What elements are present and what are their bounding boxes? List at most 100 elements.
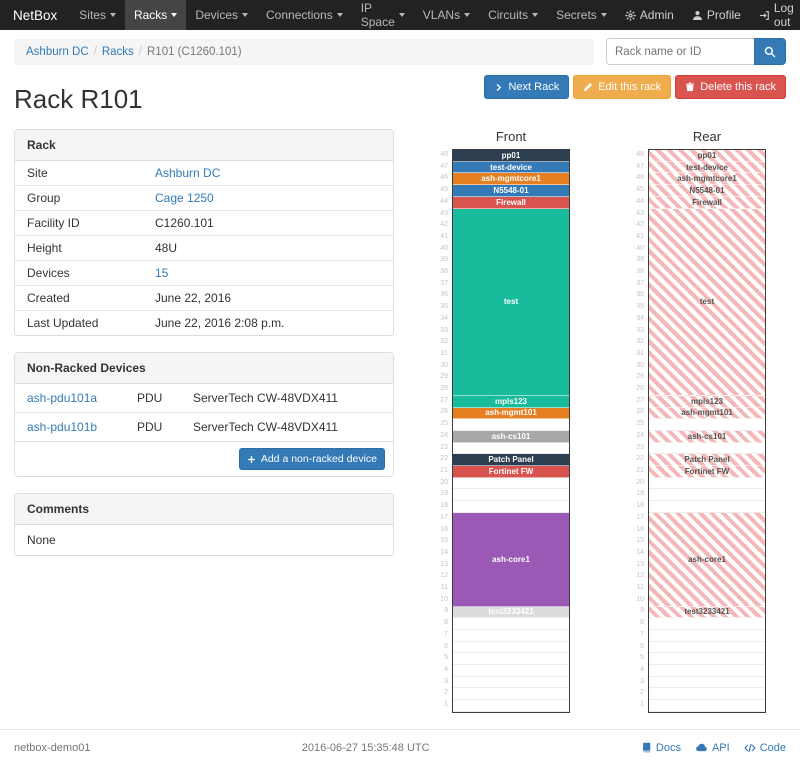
delete-this-rack-button[interactable]: Delete this rack [675,75,786,99]
footer-link-code[interactable]: Code [744,741,786,754]
rack-device-ash-core1[interactable]: ash-core1 [453,512,569,607]
unit-number: 15 [636,537,644,545]
nav-item-label: IP Space [360,1,395,29]
plus-icon [247,455,256,464]
breadcrumb-item[interactable]: Racks [101,45,134,58]
rack-device-test3233421-rear[interactable]: test3233421 [649,606,765,619]
device-label: pp01 [501,150,521,160]
device-label: Firewall [692,197,722,207]
nav-item-circuits[interactable]: Circuits [479,0,547,30]
device-label: Fortinet FW [684,466,730,476]
rack-unit [649,688,765,701]
nav-item-label: VLANs [422,8,461,22]
device-label: test-device [490,162,532,172]
unit-number: 36 [440,291,448,299]
rack-unit [453,653,569,665]
caret-down-icon [464,13,471,17]
rack-device-ash-mgmt101-rear[interactable]: ash-mgmt101 [649,407,765,420]
rack-unit [649,642,765,654]
rack-device-ash-mgmt101[interactable]: ash-mgmt101 [453,407,569,420]
footer-link-label: Docs [655,741,681,754]
rack-panel-title: Rack [15,130,393,161]
rack-device-patch-panel-rear[interactable]: Patch Panel [649,454,765,467]
rack-device-mpls123-rear[interactable]: mpls123 [649,395,765,408]
unit-number: 29 [440,373,448,381]
rack-device-n5548-01[interactable]: N5548-01 [453,185,569,197]
rack-unit [649,665,765,677]
unit-number: 25 [636,420,644,428]
rack-device-test-rear[interactable]: test [649,208,765,396]
attr-value: June 22, 2016 [155,291,232,305]
nav-item-admin[interactable]: Admin [616,0,683,30]
attr-value[interactable]: Cage 1250 [155,191,214,205]
unit-number: 37 [636,279,644,287]
rack-unit [453,700,569,712]
attr-value[interactable]: Ashburn DC [155,166,221,180]
next-rack-button[interactable]: Next Rack [484,75,570,99]
rack-device-firewall[interactable]: Firewall [453,196,569,209]
rack-device-test[interactable]: test [453,208,569,396]
book-icon [641,742,652,753]
nav-item-secrets[interactable]: Secrets [547,0,616,30]
rear-unit-numbers: 48 47 46 45 44 43 42 41 40 39 38 37 36 35 34 33 32 31 30 29… [632,149,648,713]
unit-number: 14 [440,548,448,556]
search-button[interactable] [754,38,786,65]
footer-timestamp: 2016-06-27 15:35:48 UTC [301,741,430,754]
footer-links: Docs API Code [641,741,786,754]
rack-device-ash-core1-rear[interactable]: ash-core1 [649,512,765,607]
unit-number: 29 [636,373,644,381]
edit-this-rack-button[interactable]: Edit this rack [573,75,672,99]
nav-item-ip-space[interactable]: IP Space [352,0,414,30]
rack-device-ash-cs101[interactable]: ash-cs101 [453,431,569,443]
device-label: Patch Panel [488,455,534,465]
rack-device-test-device-rear[interactable]: test-device [649,161,765,174]
nav-item-profile[interactable]: Profile [683,0,750,30]
device-type: PDU [137,420,163,434]
device-link[interactable]: ash-pdu101b [27,420,98,434]
rack-unit [453,630,569,642]
footer-link-api[interactable]: API [695,741,730,754]
rack-unit [649,478,765,490]
front-elevation: Front 48 47 46 45 44 43 42 41 40 39 38 37 36 35 34 33 32… [436,129,570,713]
rack-elevations: Front 48 47 46 45 44 43 42 41 40 39 38 37 36 35 34 33 32… [416,129,786,713]
rack-device-ash-mgmtcore1-rear[interactable]: ash-mgmtcore1 [649,173,765,186]
unit-number: 27 [440,396,448,404]
footer-link-label: Code [759,741,786,754]
footer-link-docs[interactable]: Docs [641,741,681,754]
button-label: Next Rack [508,81,560,93]
rack-device-ash-cs101-rear[interactable]: ash-cs101 [649,431,765,443]
add-non-racked-device-button[interactable]: Add a non-racked device [238,448,385,470]
rack-device-fortinet-fw[interactable]: Fortinet FW [453,466,569,478]
unit-number: 4 [640,665,644,673]
nav-item-vlans[interactable]: VLANs [414,0,479,30]
attr-value[interactable]: 15 [155,266,169,280]
unit-number: 6 [640,642,644,650]
device-label: ash-cs101 [491,431,531,441]
unit-number: 3 [640,677,644,685]
nav-item-log-out[interactable]: Log out [750,0,800,30]
unit-number: 24 [440,431,448,439]
rack-device-pp01[interactable]: pp01 [453,150,569,162]
unit-number: 48 [636,151,644,158]
rack-device-n5548-01-rear[interactable]: N5548-01 [649,185,765,197]
search-input[interactable] [606,38,754,65]
unit-number: 43 [440,209,448,217]
unit-number: 7 [640,630,644,638]
rack-device-ash-mgmtcore1[interactable]: ash-mgmtcore1 [453,173,569,186]
device-label: mpls123 [690,396,724,406]
rack-device-test3233421[interactable]: test3233421 [453,606,569,619]
brand[interactable]: NetBox [13,7,58,23]
nav-item-devices[interactable]: Devices [186,0,257,30]
front-elevation-title: Front [495,129,527,144]
rack-device-test-device[interactable]: test-device [453,161,569,174]
nav-item-connections[interactable]: Connections [257,0,352,30]
nav-item-sites[interactable]: Sites [70,0,125,30]
rack-device-pp01-rear[interactable]: pp01 [649,150,765,162]
rack-device-fortinet-fw-rear[interactable]: Fortinet FW [649,466,765,478]
rack-device-firewall-rear[interactable]: Firewall [649,196,765,209]
breadcrumb-item[interactable]: Ashburn DC [26,45,89,58]
rack-device-mpls123[interactable]: mpls123 [453,395,569,408]
nav-item-racks[interactable]: Racks [124,0,187,30]
rack-device-patch-panel[interactable]: Patch Panel [453,454,569,467]
device-link[interactable]: ash-pdu101a [27,391,98,405]
